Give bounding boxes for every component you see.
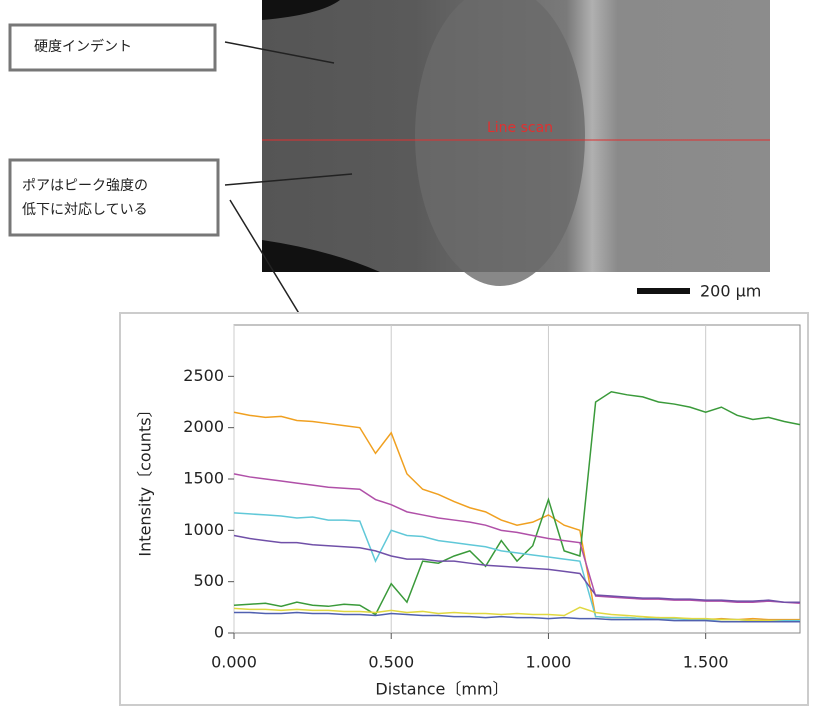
series-line — [233, 512, 800, 622]
y-tick-label: 1000 — [183, 520, 224, 539]
scale-bar — [637, 288, 690, 294]
series-line — [233, 606, 800, 623]
y-tick-label: 2500 — [183, 366, 224, 385]
series-line — [234, 611, 800, 623]
scale-bar-label: 200 µm — [700, 282, 761, 301]
sem-image — [262, 0, 770, 286]
x-tick-label: 1.500 — [683, 653, 729, 672]
y-tick-label: 0 — [214, 623, 224, 642]
x-axis-label: Distance〔mm〕 — [375, 680, 508, 699]
x-tick-label: 0.000 — [211, 653, 257, 672]
series-line — [233, 534, 800, 603]
y-tick-label: 500 — [193, 571, 224, 590]
line-scan-label: Line scan — [487, 120, 553, 136]
y-axis-label: Intensity〔counts〕 — [136, 401, 155, 556]
annotation-boxes — [8, 23, 220, 237]
y-tick-label: 1500 — [183, 469, 224, 488]
x-tick-label: 0.500 — [368, 653, 414, 672]
y-tick-label: 2000 — [183, 417, 224, 436]
annotation: 低下に対応している — [22, 202, 148, 218]
annotation: 硬度インデント — [34, 38, 132, 55]
plot-area — [233, 324, 801, 634]
series-line — [233, 390, 801, 616]
x-tick-label: 1.000 — [526, 653, 572, 672]
annotation: ポアはピーク強度の — [22, 178, 148, 194]
series-line — [233, 473, 801, 604]
